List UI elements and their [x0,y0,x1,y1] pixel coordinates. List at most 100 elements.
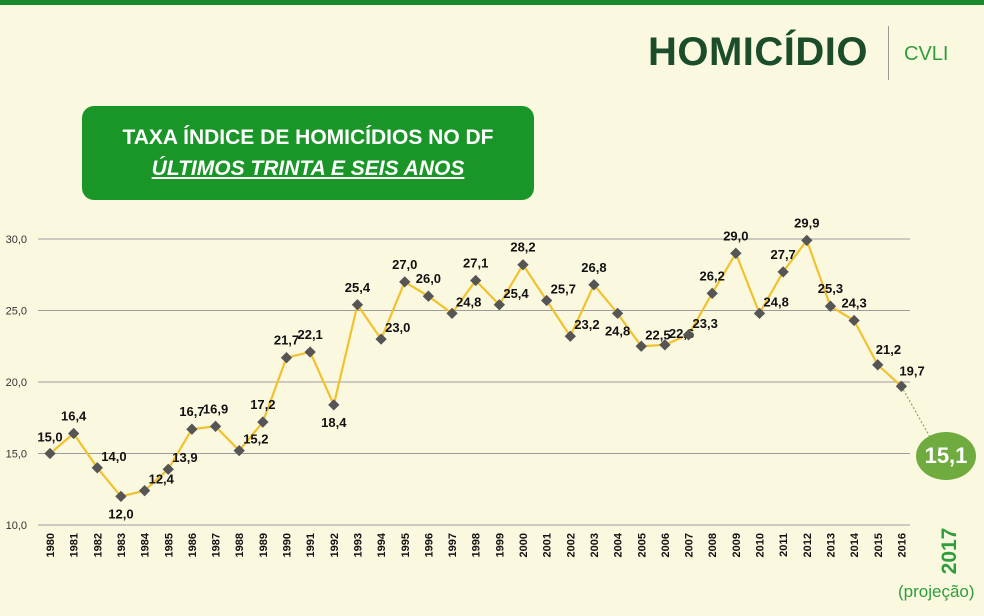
data-point [280,352,293,364]
data-point [611,307,624,320]
data-point [233,444,245,457]
x-tick-label: 2010 [755,533,767,557]
data-label: 27,7 [770,247,795,262]
data-label: 27,0 [392,257,417,272]
data-label: 16,9 [203,401,228,416]
data-label: 26,0 [416,271,441,286]
data-label: 12,0 [108,506,133,521]
data-point [895,380,908,392]
projection-year-label: 2017 [930,526,970,576]
x-tick-label: 1996 [423,533,435,557]
data-point [635,340,647,352]
data-point [328,399,340,411]
x-tick-label: 2009 [731,533,743,557]
y-tick-label: 15,0 [6,449,27,461]
x-tick-label: 2000 [518,533,530,557]
data-label: 16,7 [179,404,204,419]
data-point [588,279,600,291]
y-tick-label: 25,0 [6,306,27,318]
data-point [209,420,222,432]
data-point [753,307,766,320]
data-point [777,266,789,278]
data-point [730,247,742,259]
y-tick-label: 30,0 [6,234,27,246]
data-label: 19,7 [899,363,924,378]
x-tick-label: 2013 [825,533,837,557]
data-point [517,259,529,271]
projection-year-text: 2017 [938,527,961,575]
x-tick-label: 1990 [282,533,294,557]
data-label: 27,1 [463,255,488,270]
data-label: 26,8 [581,260,606,275]
x-tick-label: 2014 [849,532,861,557]
data-label: 25,4 [345,280,371,295]
x-tick-label: 1985 [163,533,175,557]
x-tick-label: 2006 [660,533,672,557]
data-label: 15,0 [37,430,62,445]
data-label: 14,0 [101,449,126,464]
x-tick-label: 1987 [211,533,223,557]
data-point [44,447,56,460]
data-label: 21,2 [876,342,901,357]
data-label: 25,3 [818,281,843,296]
data-point [162,463,174,475]
x-tick-label: 1993 [352,533,364,557]
x-tick-label: 1992 [329,533,341,557]
x-tick-label: 2003 [589,533,601,557]
x-tick-label: 2012 [802,533,814,557]
data-label: 24,8 [764,294,789,309]
banner-line-1: TAXA ÍNDICE DE HOMICÍDIOS NO DF [122,126,494,149]
data-point [706,287,718,299]
x-tick-label: 1981 [69,533,81,557]
top-accent-bar [0,0,984,5]
x-tick-label: 1980 [45,533,57,557]
data-label: 15,2 [243,432,268,447]
projection-note: (projeção) [898,582,975,601]
x-tick-label: 1989 [258,533,270,557]
x-tick-label: 1997 [447,533,459,557]
x-tick-label: 2011 [778,533,790,557]
data-point [470,274,482,287]
data-point [801,234,813,247]
data-label: 25,4 [503,286,529,301]
data-label: 16,4 [61,408,87,423]
y-tick-label: 10,0 [6,520,27,532]
section-label: CVLI [904,43,949,65]
x-tick-label: 2004 [613,532,625,557]
data-point [422,290,435,302]
data-point [659,339,671,351]
data-label: 24,3 [841,296,866,311]
x-tick-label: 2001 [542,533,554,557]
data-point [186,423,198,435]
projection-value-bubble: 15,1 [916,432,976,480]
x-tick-label: 1986 [187,533,199,557]
data-point [848,314,860,327]
data-label: 28,2 [510,240,535,255]
data-point [446,307,458,320]
x-tick-label: 1984 [140,532,152,557]
title-divider [888,26,889,80]
data-label: 23,2 [574,317,599,332]
y-tick-label: 20,0 [6,377,27,389]
data-label: 25,7 [551,281,576,296]
data-label: 23,0 [385,320,410,335]
x-tick-label: 2005 [636,533,648,557]
data-label: 29,0 [723,228,748,243]
data-point [304,346,316,358]
data-label: 22,1 [297,327,322,342]
x-tick-label: 1991 [305,533,317,557]
data-label: 18,4 [321,415,347,430]
x-tick-label: 2015 [873,533,885,557]
data-label: 17,2 [250,397,275,412]
page-title: HOMICÍDIO [647,30,868,74]
data-label: 12,4 [149,472,175,487]
data-label: 26,2 [700,268,725,283]
x-tick-label: 1994 [376,532,388,557]
data-point [824,300,837,312]
data-point [375,333,387,345]
data-label: 22,5 [645,327,670,342]
x-tick-label: 1983 [116,533,128,557]
x-tick-label: 2002 [565,533,577,557]
data-point [682,329,695,341]
